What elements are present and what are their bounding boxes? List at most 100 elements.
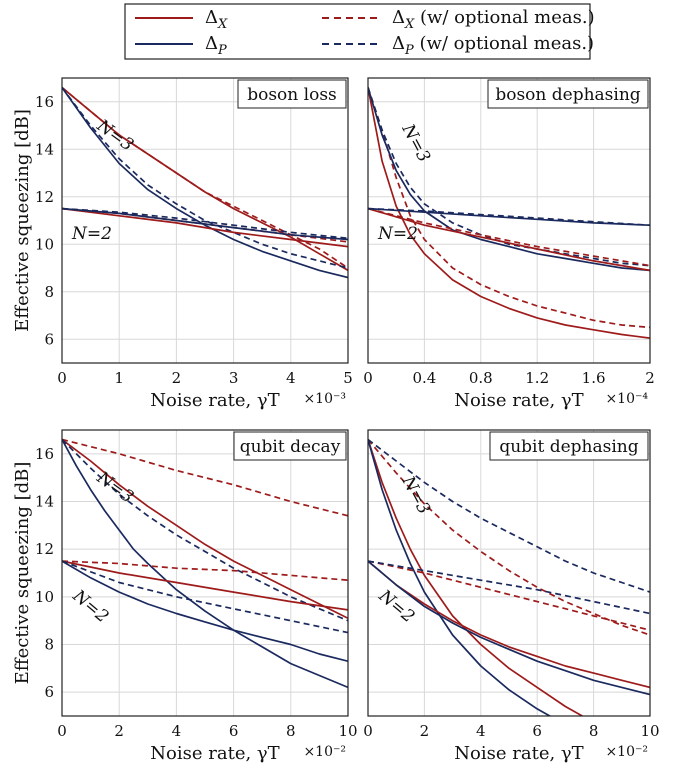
panel-title-box [237, 79, 347, 109]
curve-label-N2: N=2 [377, 224, 418, 244]
legend-label-3: ΔP (w/ optional meas.) [392, 33, 594, 58]
panel-title: boson loss [247, 85, 337, 105]
curve-label-N3: N=3 [397, 472, 434, 518]
plot-frame [61, 429, 349, 717]
x-axis-label: Noise rate, γT [150, 390, 279, 411]
series-line-N2-dx [62, 207, 348, 248]
x-tick-label: 6 [229, 722, 239, 740]
y-tick-label: 14 [35, 140, 54, 158]
panel-title: qubit dephasing [499, 437, 638, 457]
x-tick-label: 0.4 [412, 369, 436, 387]
series-line-N2-dx [62, 560, 348, 611]
series-line-N2-dx-optional [368, 560, 650, 632]
series-line-N3-dx [62, 438, 348, 620]
series-group [62, 438, 348, 689]
y-tick-label: 10 [35, 235, 54, 253]
series-line-N2-dx [368, 560, 650, 689]
series-line-N3-dp [368, 87, 650, 272]
x-axis-label: Noise rate, γT [454, 390, 583, 411]
plot-frame [367, 77, 651, 364]
y-tick-label: 8 [44, 283, 54, 301]
series-line-N3-dx [368, 87, 650, 339]
x-tick-label: 0 [57, 722, 67, 740]
series-line-N3-dp [62, 87, 348, 279]
x-tick-label: 1 [114, 369, 124, 387]
panel-boson-dephasing: 0 0.4 0.8 1.2 1.6 2 Noise rate, γT ×10⁻⁴ boson d… [363, 77, 655, 411]
x-axis-multiplier: ×10⁻³ [303, 391, 346, 407]
series-line-N2-dx [368, 207, 650, 272]
x-tick-label: 1.6 [582, 369, 606, 387]
y-tick-label: 16 [35, 445, 54, 463]
series-line-N2-dp [368, 207, 650, 227]
plot-frame [367, 429, 651, 717]
grid [367, 430, 651, 716]
x-tick-label: 6 [532, 722, 542, 740]
x-tick-label: 0.8 [469, 369, 493, 387]
y-tick-label: 14 [35, 493, 54, 511]
y-tick-label: 10 [35, 588, 54, 606]
series-line-N3-dx [368, 439, 583, 716]
x-tick-label: 8 [589, 722, 599, 740]
x-tick-label: 4 [172, 722, 182, 740]
y-axis-label: Effective squeezing [dB] [12, 109, 33, 332]
legend-label-2: ΔX (w/ optional meas.) [392, 7, 595, 32]
series-line-N3-dp-optional [62, 438, 348, 622]
panel-qubit-dephasing: 0 2 4 6 8 10 Noise rate, γT ×10⁻² qubit dephasin… [363, 429, 660, 764]
y-tick-label: 6 [44, 330, 54, 348]
legend-label-1: ΔP [205, 33, 227, 58]
series-line-N2-dp-optional [368, 207, 650, 227]
x-tick-label: 4 [286, 369, 296, 387]
y-tick-label: 12 [35, 188, 54, 206]
series-group [368, 87, 650, 339]
x-axis-label: Noise rate, γT [454, 743, 583, 764]
panel-title: boson dephasing [495, 85, 640, 105]
series-line-N2-dp-optional [368, 560, 650, 615]
x-tick-label: 2 [172, 369, 182, 387]
y-tick-label: 6 [44, 683, 54, 701]
curve-label-N2: N=2 [374, 586, 418, 628]
x-tick-label: 10 [640, 722, 659, 740]
series-line-N3-dx-optional [368, 438, 650, 636]
x-tick-label: 8 [286, 722, 296, 740]
x-tick-label: 4 [476, 722, 486, 740]
series-line-N3-dx-optional [368, 87, 650, 329]
panel-qubit-decay: 0 2 4 6 8 10 6 8 10 12 14 16 Noise rate, γT ×10⁻² Effe… [12, 429, 358, 764]
series-line-N3-dp [62, 439, 348, 689]
x-tick-label: 0 [57, 369, 67, 387]
y-tick-label: 8 [44, 636, 54, 654]
curve-label-N3: N=3 [397, 120, 434, 166]
series-line-N2-dp-optional [62, 207, 348, 240]
series-line-N2-dx-optional [368, 207, 650, 267]
x-axis-label: Noise rate, γT [150, 743, 279, 764]
x-axis-multiplier: ×10⁻² [303, 744, 346, 760]
series-line-N3-dx-optional [62, 86, 348, 269]
curve-label-N2: N=2 [71, 224, 112, 244]
series-group [368, 438, 650, 716]
series-line-N2-dp [368, 560, 650, 696]
legend-label-0: ΔX [205, 7, 228, 32]
series-line-N2-dp [62, 560, 348, 663]
x-axis-multiplier: ×10⁻⁴ [605, 391, 648, 407]
series-line-N3-dp-optional [368, 438, 650, 593]
curve-label-N2: N=2 [68, 586, 112, 628]
y-tick-label: 16 [35, 93, 54, 111]
series-line-N2-dp [62, 207, 348, 241]
series-line-N2-dx-optional [62, 560, 348, 582]
y-axis-label: Effective squeezing [dB] [12, 462, 33, 685]
plot-frame [61, 77, 349, 364]
panel-title-box [487, 79, 649, 109]
x-axis-multiplier: ×10⁻² [605, 744, 648, 760]
series-line-N3-dp [368, 439, 552, 716]
series-line-N2-dp-optional [62, 560, 348, 634]
panel-title-box [489, 431, 649, 461]
panel-title-box [233, 431, 347, 461]
x-tick-label: 0 [363, 369, 373, 387]
x-tick-label: 2 [645, 369, 655, 387]
y-tick-label: 12 [35, 540, 54, 558]
x-tick-label: 2 [114, 722, 124, 740]
series-group [62, 86, 348, 279]
